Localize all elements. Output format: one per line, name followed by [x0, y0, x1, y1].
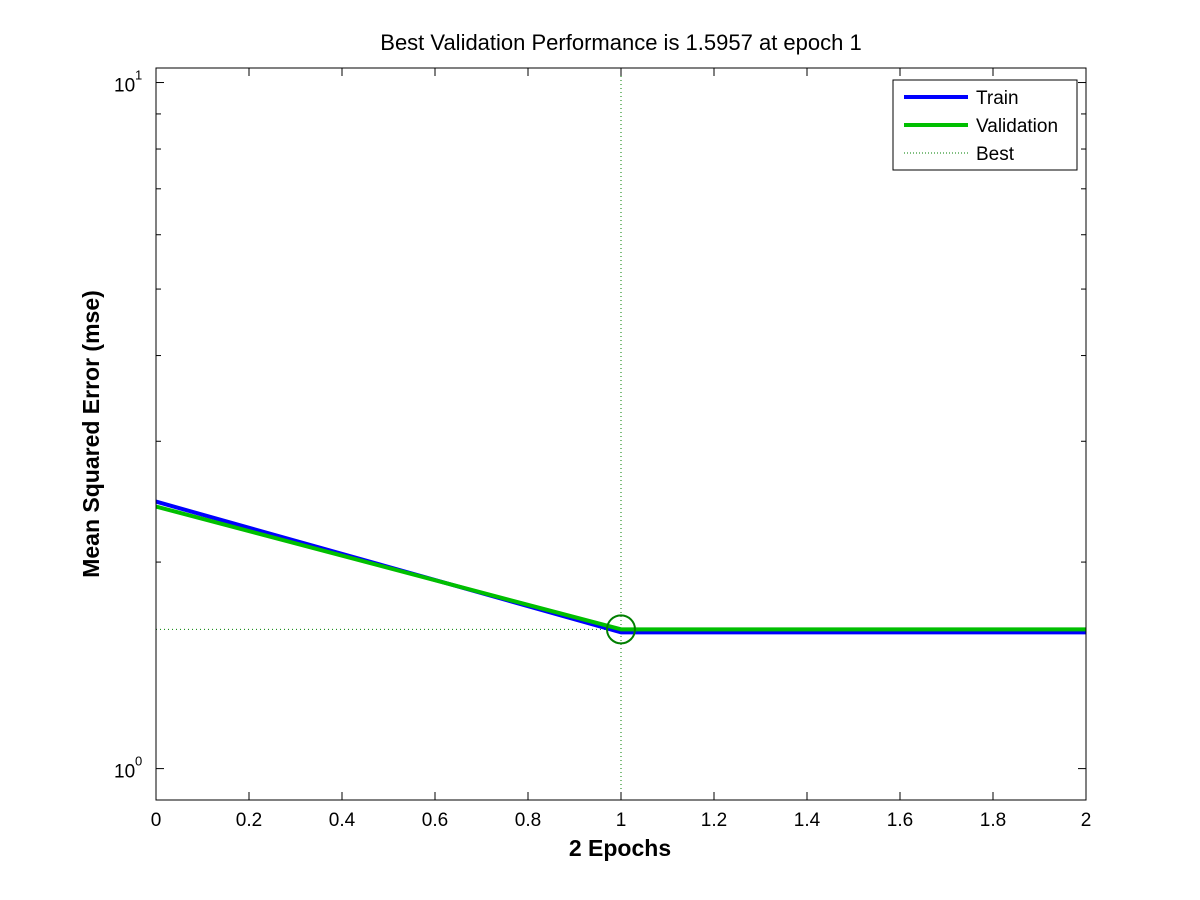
x-tick-label: 1 — [616, 810, 627, 831]
x-tick-label: 0 — [151, 810, 162, 831]
plot-background — [156, 68, 1086, 800]
x-axis-label: 2 Epochs — [569, 835, 671, 861]
x-tick-label: 1.2 — [701, 810, 727, 831]
best-point-group — [606, 614, 636, 645]
x-axis-ticks: 0 0.2 0.4 0.6 0.8 1 1.2 1.4 1.6 1.8 2 — [151, 68, 1092, 831]
x-tick-label: 2 — [1081, 810, 1092, 831]
legend: Train Validation Best — [892, 79, 1078, 171]
series-lines — [155, 499, 1086, 635]
x-tick-label: 0.8 — [515, 810, 541, 831]
x-tick-label: 1.4 — [794, 810, 821, 831]
legend-label-validation: Validation — [976, 116, 1058, 137]
x-tick-label: 0.2 — [236, 810, 262, 831]
y-tick-label-exponent: 1 — [135, 68, 142, 83]
y-minor-ticks — [156, 113, 1086, 563]
x-tick-label: 0.6 — [422, 810, 448, 831]
series-line-train — [155, 499, 1086, 635]
x-tick-label: 1.8 — [980, 810, 1006, 831]
chart-title: Best Validation Performance is 1.5957 at… — [380, 30, 861, 55]
y-tick-label: 10 — [114, 76, 135, 97]
legend-label-train: Train — [976, 88, 1019, 109]
series-line-validation — [155, 504, 1086, 632]
y-tick-label-exponent: 0 — [135, 754, 142, 769]
y-tick-label: 10 — [114, 762, 135, 783]
x-tick-label: 0.4 — [329, 810, 356, 831]
legend-label-best: Best — [976, 144, 1015, 165]
y-axis-label: Mean Squared Error (mse) — [78, 290, 104, 578]
x-tick-label: 1.6 — [887, 810, 913, 831]
best-point-marker — [606, 614, 636, 645]
